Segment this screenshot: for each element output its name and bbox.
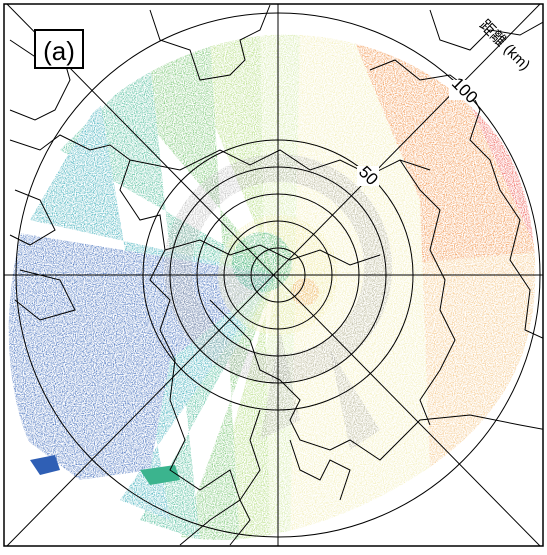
coastline-south [229,409,261,546]
ring-label-100-bg [449,80,481,100]
coastline-north [149,4,271,81]
coastline-east [369,59,543,339]
panel-label: (a) [43,36,75,66]
echo-paleyellow-sector [276,34,430,541]
coastline-borders [9,4,543,546]
echo-teal-sector [60,60,276,540]
echo-blue-fragment [30,455,60,475]
echo-center-green [232,232,292,292]
coastline-west-islands [9,189,76,321]
border-central [129,149,431,176]
border-central-2 [164,239,381,266]
border-east-2 [399,159,456,426]
coastline-peninsula [289,439,351,501]
ring-label-50-bg [357,166,379,186]
coastline-west [9,134,241,546]
coastline-bay [209,299,543,461]
map-frame [3,3,544,547]
range-rings [4,4,543,546]
echo-center-orange [291,278,319,306]
echo-blue-sector [8,230,276,480]
border-northeast [429,9,543,51]
panel-label-box [34,29,84,69]
